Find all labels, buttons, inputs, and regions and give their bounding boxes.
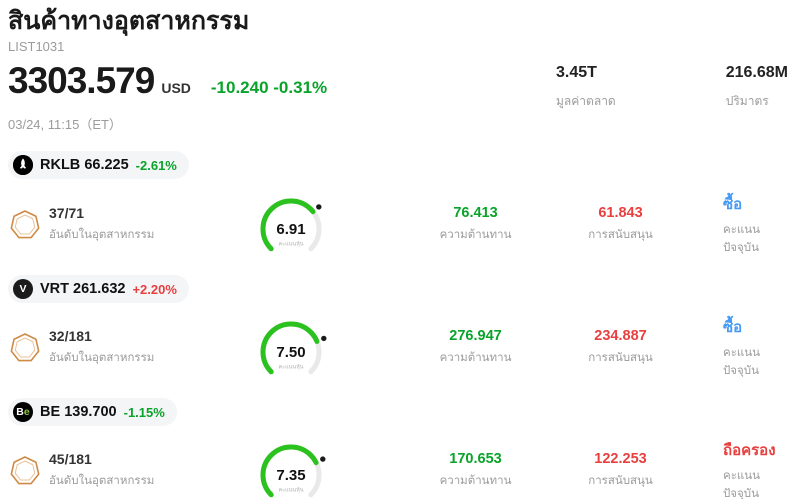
signal-value: ถือครอง <box>723 442 776 459</box>
signal-label: คะแนนปัจจุบัน <box>723 347 761 377</box>
gauge-pointer-dot <box>319 455 325 462</box>
rank-badge-icon <box>10 209 40 238</box>
signal-value: ซื้อ <box>723 196 743 213</box>
support-value: 61.843 <box>598 205 643 221</box>
resistance-metric: 76.413 ความต้านทาน <box>403 205 548 244</box>
market-cap-stat: 3.45T มูลค่าตลาด <box>556 64 616 111</box>
stock-price: 261.632 <box>73 281 126 297</box>
index-stats: 3.45T มูลค่าตลาด 216.68M ปริมาตร <box>556 64 792 111</box>
quote-timestamp: 03/24, 11:15（ET） <box>8 117 122 132</box>
rocket-icon <box>13 155 33 175</box>
index-change: -10.240 -0.31% <box>210 78 328 97</box>
stock-price: 66.225 <box>84 157 129 173</box>
stock-change: -1.15% <box>123 404 165 420</box>
stock-price: 139.700 <box>64 404 117 420</box>
ticker: RKLB <box>40 157 81 173</box>
score-caption: คะแนนหุ้น <box>278 486 303 493</box>
resistance-metric: 170.653 ความต้านทาน <box>403 451 548 490</box>
score-gauge: 7.35 คะแนนหุ้น <box>178 439 403 499</box>
rank-value: 37/71 <box>49 205 85 221</box>
score-gauge: 6.91 คะแนนหุ้น <box>178 193 403 257</box>
rank-badge-icon <box>10 332 40 361</box>
rank-badge-icon <box>10 455 40 484</box>
stock-row-rklb: RKLB 66.225 -2.61% 37/71 อันดับในอุตสาหก… <box>8 151 792 257</box>
stock-row-vrt: V VRT 261.632 +2.20% 32/181 อันดับในอุต <box>8 275 792 380</box>
resistance-value: 76.413 <box>453 205 498 221</box>
index-summary: 3303.579 USD -10.240 -0.31% 3.45T มูลค่า… <box>8 60 792 111</box>
resistance-metric: 276.947 ความต้านทาน <box>403 328 548 367</box>
support-value: 234.887 <box>594 328 647 344</box>
index-price: 3303.579 <box>8 60 155 101</box>
support-metric: 122.253 การสนับสนุน <box>548 451 693 490</box>
industry-rank: 45/181 อันดับในอุตสาหกรรม <box>8 451 178 490</box>
score-value: 6.91 <box>276 221 305 238</box>
signal-value: ซื้อ <box>723 319 743 336</box>
stock-change: +2.20% <box>132 281 177 297</box>
score-gauge: 7.50 คะแนนหุ้น <box>178 316 403 380</box>
score-caption: คะแนนหุ้น <box>278 240 303 247</box>
rank-value: 45/181 <box>49 451 92 467</box>
stock-change: -2.61% <box>135 157 177 173</box>
volume-label: ปริมาตร <box>725 94 769 108</box>
industry-rank: 32/181 อันดับในอุตสาหกรรม <box>8 328 178 367</box>
resistance-value: 170.653 <box>449 451 502 467</box>
gauge-pointer-dot <box>320 335 326 341</box>
ticker: VRT <box>40 281 69 297</box>
volume-stat: 216.68M ปริมาตร <box>726 64 788 111</box>
stock-header-pill-rklb[interactable]: RKLB 66.225 -2.61% <box>8 151 189 179</box>
rank-label: อันดับในอุตสาหกรรม <box>49 352 155 364</box>
page-title: สินค้าทางอุตสาหกรรม <box>8 7 250 35</box>
ticker: BE <box>40 404 61 420</box>
resistance-label: ความต้านทาน <box>439 229 512 241</box>
industry-rank: 37/71 อันดับในอุตสาหกรรม <box>8 205 178 244</box>
score-value: 7.35 <box>276 467 305 484</box>
rocket-lab-logo <box>13 155 33 175</box>
rank-value: 32/181 <box>49 328 92 344</box>
signal-block: ถือครอง คะแนนปัจจุบัน <box>693 438 792 499</box>
signal-label: คะแนนปัจจุบัน <box>723 224 761 254</box>
vertiv-logo: V <box>13 279 33 299</box>
currency-label: USD <box>161 80 191 96</box>
support-label: การสนับสนุน <box>588 352 653 364</box>
support-label: การสนับสนุน <box>588 229 653 241</box>
score-caption: คะแนนหุ้น <box>278 363 303 370</box>
volume-value: 216.68M <box>725 64 788 81</box>
signal-block: ซื้อ คะแนนปัจจุบัน <box>693 192 792 257</box>
support-metric: 234.887 การสนับสนุน <box>548 328 693 367</box>
signal-label: คะแนนปัจจุบัน <box>723 470 761 499</box>
rank-label: อันดับในอุตสาหกรรม <box>49 475 155 487</box>
support-label: การสนับสนุน <box>588 475 653 487</box>
market-cap-label: มูลค่าตลาด <box>556 94 616 108</box>
support-metric: 61.843 การสนับสนุน <box>548 205 693 244</box>
stock-header-pill-vrt[interactable]: V VRT 261.632 +2.20% <box>8 275 189 303</box>
score-value: 7.50 <box>276 344 305 361</box>
list-id: LIST1031 <box>8 39 65 54</box>
rank-label: อันดับในอุตสาหกรรม <box>49 229 155 241</box>
resistance-value: 276.947 <box>449 328 502 344</box>
signal-block: ซื้อ คะแนนปัจจุบัน <box>693 315 792 380</box>
support-value: 122.253 <box>594 451 647 467</box>
stock-list: RKLB 66.225 -2.61% 37/71 อันดับในอุตสาหก… <box>8 151 792 499</box>
resistance-label: ความต้านทาน <box>439 475 512 487</box>
resistance-label: ความต้านทาน <box>439 352 512 364</box>
market-cap-value: 3.45T <box>556 64 597 81</box>
gauge-pointer-dot <box>315 203 321 210</box>
